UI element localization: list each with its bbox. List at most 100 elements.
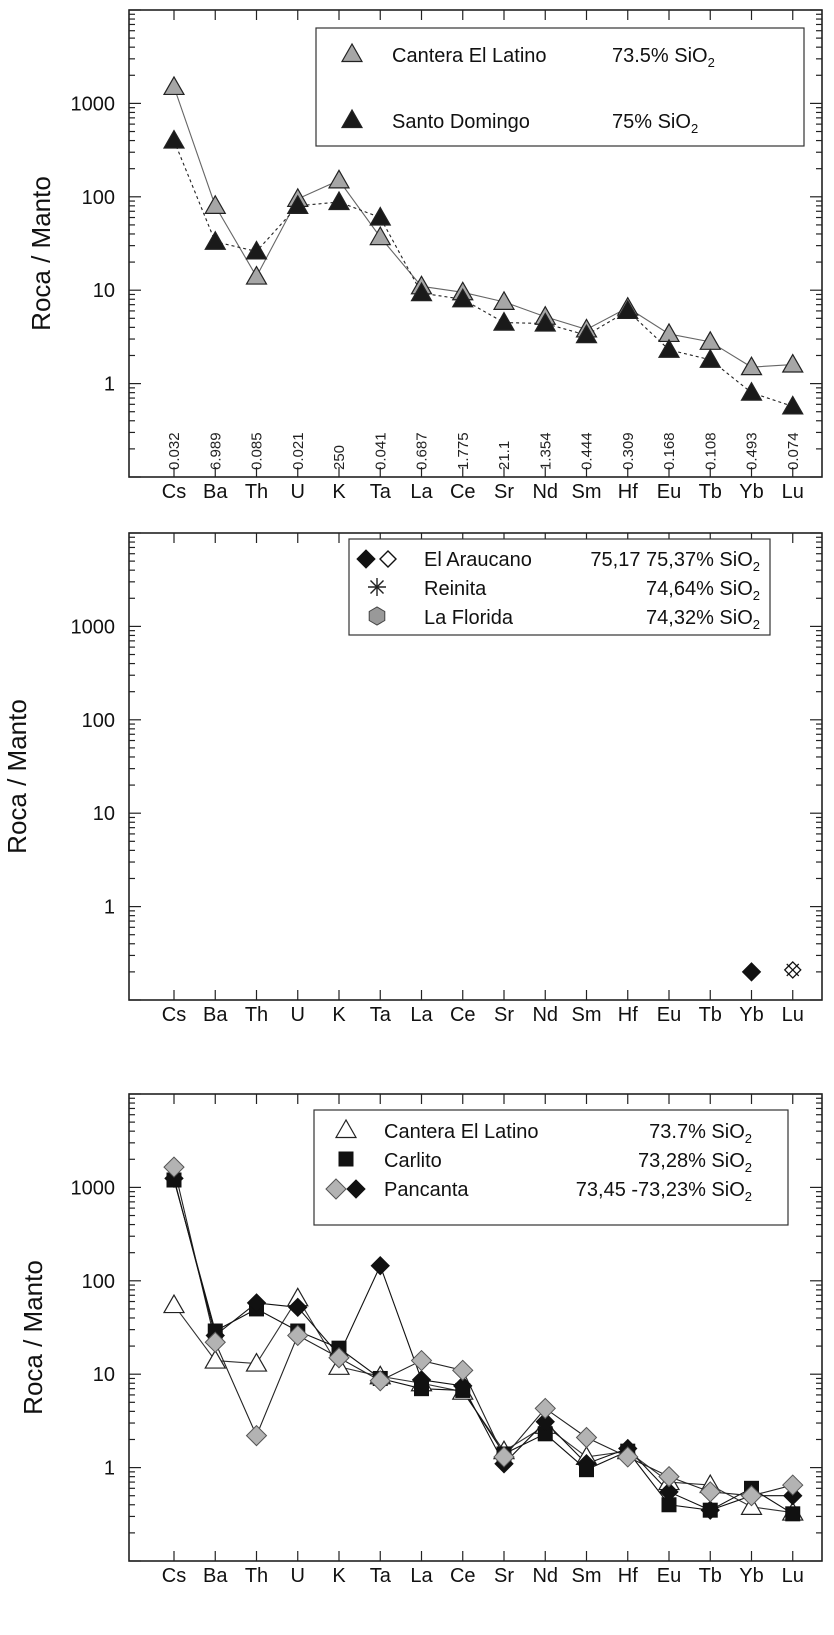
data-point-pancanta-grey-tb bbox=[699, 1481, 721, 1503]
y-axis-label: Roca / Manto bbox=[18, 1260, 48, 1415]
x-tick-label-hf: Hf bbox=[618, 1004, 638, 1026]
x-tick-label-lu: Lu bbox=[782, 1565, 804, 1587]
normalization-value: 0.021 bbox=[290, 432, 307, 470]
normalization-value: 0.074 bbox=[785, 432, 802, 470]
panel-2: 1000 100 10 1 Roca / Manto Cs Ba Th U K Ta La Ce Sr Nd… bbox=[2, 532, 823, 1026]
legend-silica-content: 73,28% SiO2 bbox=[638, 1150, 752, 1175]
x-tick-label-th: Th bbox=[245, 481, 268, 503]
x-tick-label-u: U bbox=[291, 481, 305, 503]
legend-silica-content: 74,64% SiO2 bbox=[646, 578, 760, 603]
data-point-1-sr bbox=[492, 290, 516, 310]
legend-series-name: Reinita bbox=[424, 578, 487, 600]
x-tick-label-hf: Hf bbox=[618, 481, 638, 503]
data-point-2-ce bbox=[451, 288, 474, 308]
data-point-pancanta-black-th bbox=[246, 1293, 267, 1313]
data-point-1-k bbox=[327, 169, 351, 189]
normalization-value: 0.309 bbox=[620, 432, 637, 470]
x-tick-label-ta: Ta bbox=[370, 481, 392, 503]
data-point-pancanta-grey-ba bbox=[204, 1331, 226, 1353]
x-tick-label-ta: Ta bbox=[370, 1565, 392, 1587]
x-tick-label-sr: Sr bbox=[494, 1565, 514, 1587]
legend-marker-1 bbox=[356, 549, 397, 569]
series-line-pancanta-black bbox=[173, 1178, 793, 1511]
legend-diamond-grey-icon bbox=[325, 1178, 347, 1200]
legend-silica-content: 73.7% SiO2 bbox=[649, 1121, 752, 1146]
legend-series-name: El Araucano bbox=[424, 549, 532, 571]
legend-silica-subscript: 2 bbox=[753, 617, 760, 632]
data-point-pancanta-black-tb bbox=[700, 1500, 720, 1520]
data-point-2-nd bbox=[534, 312, 557, 332]
x-tick-label-cs: Cs bbox=[162, 1565, 186, 1587]
y-tick-label: 1000 bbox=[71, 616, 116, 638]
data-point-2-ba bbox=[204, 230, 227, 250]
data-point-pancanta-black-ce bbox=[453, 1376, 473, 1396]
x-tick-label-yb: Yb bbox=[739, 1004, 763, 1026]
legend-silica-value: 75% SiO bbox=[612, 111, 691, 133]
x-tick-label-u: U bbox=[291, 1004, 305, 1026]
x-tick-label-ba: Ba bbox=[203, 481, 228, 503]
x-tick-label-ba: Ba bbox=[203, 1004, 228, 1026]
data-point-pancanta-black-u bbox=[288, 1297, 308, 1318]
x-tick-label-lu: Lu bbox=[782, 481, 804, 503]
data-point-2-sm bbox=[575, 323, 598, 344]
data-point-2-k bbox=[327, 190, 351, 211]
series-line-2 bbox=[173, 140, 793, 407]
legend-silica-subscript: 2 bbox=[708, 55, 715, 70]
data-point-pancanta-grey-lu bbox=[782, 1474, 804, 1496]
x-tick-label-ce: Ce bbox=[450, 481, 476, 503]
legend-triangle-icon bbox=[340, 108, 364, 129]
plot-frame bbox=[128, 9, 823, 478]
y-tick-label: 10 bbox=[93, 1364, 115, 1386]
data-point-pancanta-grey-ce bbox=[452, 1359, 474, 1382]
x-tick-label-la: La bbox=[410, 1565, 433, 1587]
legend-box bbox=[315, 27, 805, 147]
legend-silica-subscript: 2 bbox=[745, 1131, 752, 1146]
series-line-carlito bbox=[173, 1179, 794, 1515]
y-tick-label: 1 bbox=[104, 1458, 115, 1480]
y-tick-label: 1 bbox=[104, 374, 115, 396]
normalization-value: 21.1 bbox=[496, 441, 513, 470]
y-tick-label: 100 bbox=[82, 1271, 115, 1293]
legend-series-name: Cantera El Latino bbox=[384, 1121, 539, 1143]
legend-silica-subscript: 2 bbox=[745, 1160, 752, 1175]
data-point-1-ba bbox=[204, 194, 227, 214]
data-point-1-th bbox=[245, 265, 268, 285]
data-point-2-cs bbox=[162, 129, 186, 149]
normalization-value: 250 bbox=[331, 445, 348, 470]
data-point-2-lu bbox=[781, 395, 804, 415]
legend-marker-3 bbox=[368, 606, 386, 626]
legend-silica-content: 75,17 75,37% SiO2 bbox=[590, 549, 760, 574]
x-tick-label-nd: Nd bbox=[532, 1004, 558, 1026]
data-point-2-th bbox=[245, 240, 268, 260]
legend-diamond-open-icon bbox=[379, 550, 397, 568]
normalization-value: 0.108 bbox=[702, 432, 719, 470]
y-tick-label: 1 bbox=[104, 897, 115, 919]
x-tick-label-ce: Ce bbox=[450, 1565, 476, 1587]
data-point-2-yb bbox=[740, 381, 763, 401]
legend-marker-1 bbox=[334, 1118, 358, 1139]
legend-silica-value: 73.7% SiO bbox=[649, 1121, 745, 1143]
legend-silica-value: 73,28% SiO bbox=[638, 1150, 745, 1172]
x-tick-label-eu: Eu bbox=[657, 1565, 681, 1587]
data-point-pancanta-grey-cs bbox=[163, 1156, 185, 1178]
legend-series-name: Pancanta bbox=[384, 1179, 469, 1201]
data-point-2-hf bbox=[616, 299, 639, 320]
data-point-pancanta-grey-k bbox=[328, 1347, 350, 1369]
legend-triangle-open-icon bbox=[334, 1118, 358, 1139]
data-point-pancanta-black-sm bbox=[576, 1454, 597, 1474]
legend-series-name: La Florida bbox=[424, 607, 514, 629]
data-point-2-u bbox=[286, 194, 309, 214]
legend-silica-value: 75,17 75,37% SiO bbox=[590, 549, 752, 571]
normalization-value: 6.989 bbox=[207, 432, 224, 470]
x-tick-label-la: La bbox=[410, 481, 433, 503]
legend-silica-subscript: 2 bbox=[745, 1189, 752, 1204]
x-tick-label-sm: Sm bbox=[572, 1004, 602, 1026]
legend-diamond-black-icon bbox=[346, 1179, 366, 1199]
data-point-pancanta-grey-nd bbox=[534, 1397, 556, 1420]
x-tick-label-yb: Yb bbox=[739, 481, 763, 503]
x-tick-label-th: Th bbox=[245, 1565, 268, 1587]
legend-square-icon bbox=[338, 1151, 354, 1167]
data-point-pancanta-black-nd bbox=[535, 1411, 555, 1432]
data-point-1-cs bbox=[162, 75, 186, 96]
